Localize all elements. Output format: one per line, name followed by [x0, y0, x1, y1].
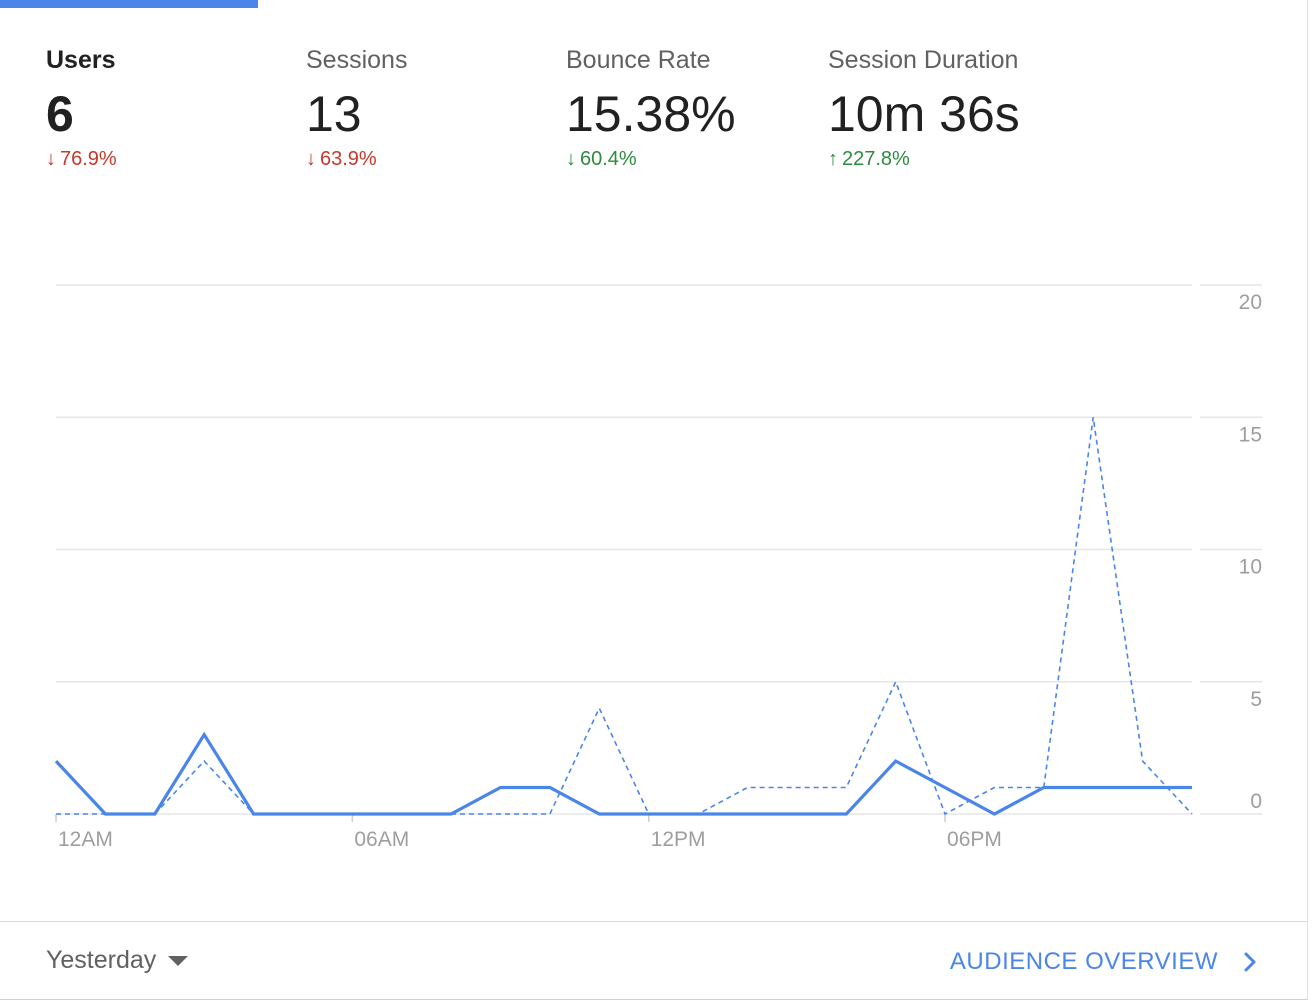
metric-change-value: 76.9%: [60, 148, 117, 170]
date-range-dropdown[interactable]: Yesterday: [46, 946, 189, 975]
arrow-down-icon: ↓: [566, 148, 576, 170]
metric-tab-sessions[interactable]: Sessions 13 ↓ 63.9%: [306, 40, 556, 172]
metric-change: ↑ 227.8%: [828, 146, 1078, 172]
caret-down-icon: [168, 956, 189, 967]
arrow-up-icon: ↑: [828, 148, 838, 170]
metric-tab-bounce-rate[interactable]: Bounce Rate 15.38% ↓ 60.4%: [566, 40, 816, 172]
line-chart: 0 5 10 15 20 12AM 06AM 12PM 06PM: [54, 284, 1262, 851]
x-tick-label: 06PM: [947, 828, 1002, 851]
metric-value: 10m 36s: [828, 86, 1020, 142]
x-tick-label: 06AM: [354, 828, 409, 851]
y-tick-label: 15: [1239, 423, 1262, 446]
metric-change-value: 227.8%: [842, 148, 910, 170]
chevron-right-icon[interactable]: [1236, 948, 1264, 976]
metric-value: 6: [46, 86, 74, 142]
y-tick-label: 5: [1250, 688, 1262, 711]
metric-label: Sessions: [306, 46, 408, 74]
arrow-down-icon: ↓: [46, 148, 56, 170]
active-tab-indicator: [0, 0, 258, 8]
date-range-label: Yesterday: [46, 946, 157, 974]
metric-label: Bounce Rate: [566, 46, 711, 74]
metric-label: Users: [46, 46, 116, 74]
metric-tab-session-duration[interactable]: Session Duration 10m 36s ↑ 227.8%: [828, 40, 1078, 172]
metric-change: ↓ 76.9%: [46, 146, 296, 172]
card-footer: Yesterday AUDIENCE OVERVIEW: [0, 921, 1308, 1000]
metric-label: Session Duration: [828, 46, 1019, 74]
metric-change-value: 63.9%: [320, 148, 377, 170]
metric-value: 15.38%: [566, 86, 736, 142]
metric-change: ↓ 60.4%: [566, 146, 816, 172]
series-line-current: [54, 731, 1192, 816]
x-tick-label: 12AM: [58, 828, 113, 851]
metric-change-value: 60.4%: [580, 148, 637, 170]
metric-change: ↓ 63.9%: [306, 146, 556, 172]
arrow-down-icon: ↓: [306, 148, 316, 170]
y-tick-label: 0: [1250, 790, 1262, 813]
metric-value: 13: [306, 86, 362, 142]
series-line-previous: [56, 417, 1193, 816]
y-tick-label: 10: [1239, 556, 1262, 579]
metric-tab-users[interactable]: Users 6 ↓ 76.9%: [46, 40, 296, 172]
audience-overview-link[interactable]: AUDIENCE OVERVIEW: [949, 948, 1218, 975]
y-tick-label: 20: [1239, 291, 1262, 314]
x-tick-label: 12PM: [651, 828, 706, 851]
